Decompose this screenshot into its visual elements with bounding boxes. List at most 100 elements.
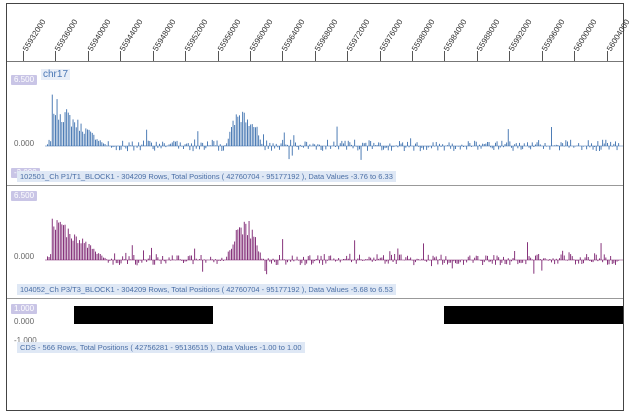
cds-block[interactable] [444, 306, 623, 324]
signal-bar [130, 259, 132, 260]
signal-bar [362, 260, 364, 261]
signal-bar [544, 258, 546, 260]
signal-bar [458, 146, 460, 147]
signal-bar [584, 257, 586, 260]
signal-bar [155, 141, 157, 146]
signal-bar [594, 253, 596, 260]
signal-bar [66, 237, 68, 260]
track-separator [7, 185, 623, 186]
signal-bar [199, 259, 200, 260]
signal-bar [103, 143, 104, 146]
signal-bar [223, 260, 224, 261]
signal-bar [247, 119, 248, 146]
ruler-tick-mark [574, 51, 575, 61]
signal-bar [531, 142, 533, 146]
track2-plot[interactable] [7, 187, 623, 287]
signal-bar [343, 143, 344, 146]
signal-bar [171, 255, 173, 260]
signal-bar [547, 260, 549, 261]
ruler-tick-label: 55976000 [378, 17, 405, 53]
signal-bar [80, 243, 82, 260]
signal-bar [480, 260, 482, 261]
signal-bar [360, 146, 362, 160]
signal-bar [85, 128, 87, 146]
signal-bar [171, 142, 173, 146]
signal-bar [613, 143, 615, 146]
signal-bar [123, 146, 125, 147]
signal-bar [250, 124, 252, 146]
signal-bar [384, 260, 386, 264]
signal-bar [466, 146, 468, 150]
signal-bar [531, 259, 533, 260]
signal-bar [319, 144, 320, 146]
signal-bar [216, 140, 218, 146]
signal-bar [362, 142, 364, 146]
signal-bar [450, 260, 452, 263]
signal-bar [243, 112, 245, 146]
signal-bar [109, 260, 111, 261]
signal-bar [141, 260, 143, 263]
signal-bar [151, 142, 152, 146]
signal-bar [477, 256, 479, 260]
signal-bar [189, 146, 191, 151]
signal-bar [307, 146, 309, 149]
signal-bar [291, 146, 293, 156]
signal-bar [351, 144, 352, 146]
signal-bar [595, 254, 597, 260]
signal-bar [264, 146, 266, 151]
signal-bar [450, 146, 452, 149]
signal-bar [581, 260, 583, 264]
signal-bar [53, 226, 55, 260]
signal-bar [442, 144, 444, 146]
signal-bar [111, 146, 112, 148]
signal-bar [394, 254, 396, 260]
ruler-tick-label: 56000000 [572, 17, 599, 53]
signal-bar [323, 254, 325, 260]
signal-bar [154, 260, 156, 265]
signal-bar [555, 144, 557, 146]
signal-bar [112, 146, 114, 148]
signal-bar [587, 257, 589, 260]
signal-bar [474, 140, 476, 146]
signal-bar [336, 260, 338, 261]
signal-bar [147, 140, 149, 146]
signal-bar [322, 146, 324, 151]
signal-bar [589, 260, 591, 261]
signal-bar [159, 260, 160, 261]
signal-bar [75, 127, 77, 146]
signal-bar [594, 146, 596, 147]
signal-bar [107, 260, 109, 263]
signal-bar [131, 245, 133, 260]
ruler-tick-mark [88, 51, 89, 61]
signal-bar [151, 247, 152, 260]
signal-bar [275, 143, 277, 146]
signal-bar [360, 259, 362, 260]
signal-bar [474, 257, 476, 260]
signal-bar [149, 255, 151, 260]
signal-bar [447, 145, 448, 146]
signal-bar [618, 260, 620, 261]
signal-bar [87, 129, 88, 146]
ruler-tick-mark [218, 51, 219, 61]
signal-bar [277, 260, 279, 265]
signal-bar [272, 258, 274, 260]
signal-bar [434, 257, 436, 260]
signal-bar [485, 143, 487, 146]
signal-bar [159, 143, 160, 146]
signal-bar [221, 257, 223, 260]
ruler-tick-label: 55936000 [53, 17, 80, 53]
signal-bar [370, 141, 372, 146]
ruler-tick-mark [477, 51, 478, 61]
signal-bar [51, 218, 53, 260]
signal-bar [563, 146, 565, 147]
signal-bar [395, 260, 397, 264]
signal-bar [578, 143, 580, 146]
cds-block[interactable] [74, 306, 213, 324]
signal-bar [141, 144, 143, 146]
signal-bar [519, 260, 520, 263]
signal-bar [259, 139, 261, 146]
signal-bar [479, 144, 480, 146]
signal-bar [83, 243, 85, 260]
signal-bar [218, 260, 220, 261]
track1-plot[interactable] [7, 66, 623, 174]
